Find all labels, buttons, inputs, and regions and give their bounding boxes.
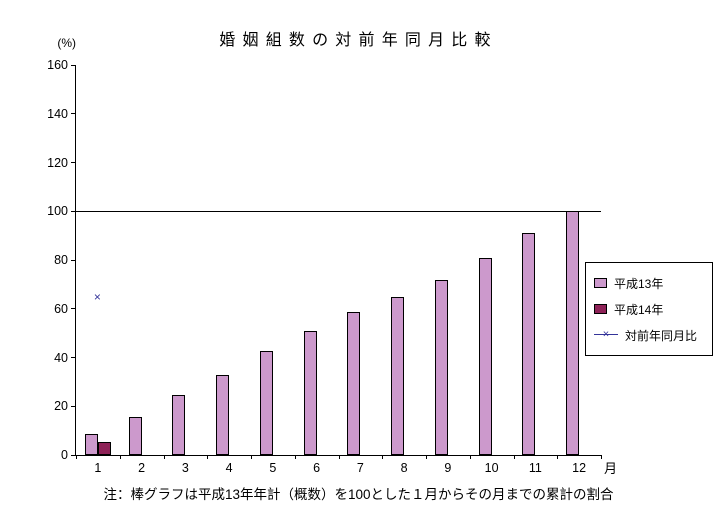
x-axis-tick [251, 455, 252, 459]
x-axis-category-label: 9 [444, 461, 452, 475]
bar-s0-m11 [522, 233, 536, 455]
plot-area: 0 20 40 60 80 100 120 140 160 1 2 3 4 5 6 7 8 9 10 11 12 × [47, 58, 602, 475]
legend-label-yoy-ratio: 対前年同月比 [625, 328, 698, 343]
x-axis-category-label: 10 [484, 461, 499, 475]
bar-s0-m3 [172, 395, 186, 455]
x-axis-tick [601, 455, 602, 459]
bar-s0-m1 [84, 434, 98, 455]
bar-s0-m8 [391, 296, 405, 455]
y-axis-tick-label: 140 [47, 106, 68, 121]
x-axis-tick [469, 455, 471, 459]
bar-s0-m7 [347, 312, 361, 455]
y-axis-tick [71, 357, 76, 358]
y-axis-tick-label: 60 [54, 301, 68, 316]
y-axis-tick-label: 120 [47, 155, 68, 170]
chart-title: 婚姻組数の対前年同月比較 [219, 32, 498, 49]
bar-s0-m4 [216, 374, 230, 455]
y-axis-tick [71, 259, 76, 261]
reference-line-100 [76, 211, 601, 213]
x-axis-tick [119, 455, 121, 459]
y-axis-tick-label: 160 [47, 58, 68, 72]
legend-swatch-heisei14 [594, 304, 607, 314]
x-axis-unit-label: 月 [604, 461, 618, 476]
y-axis-tick [71, 64, 76, 66]
x-axis-tick [338, 455, 340, 459]
x-axis-category-label: 6 [313, 461, 321, 475]
y-axis-tick [71, 210, 76, 212]
bar-s0-m6 [303, 330, 317, 455]
y-axis-tick [71, 308, 76, 310]
bar-s0-m2 [128, 417, 142, 455]
x-axis-tick [426, 455, 427, 459]
x-axis-category-label: 11 [528, 461, 542, 475]
legend-item-heisei14: 平成14年 [594, 296, 704, 322]
bar-s0-m10 [478, 257, 492, 455]
legend: 平成13年 平成14年 × 対前年同月比 [585, 262, 713, 356]
x-marker-glyph: × [602, 328, 610, 341]
y-axis-tick [71, 113, 76, 115]
y-axis-tick-label: 20 [54, 399, 68, 414]
legend-item-yoy-ratio: × 対前年同月比 [594, 322, 704, 348]
x-axis-category-label: 3 [181, 461, 189, 475]
legend-label-heisei13: 平成13年 [614, 276, 664, 291]
bar-s0-m12 [566, 211, 580, 455]
y-axis-tick-label: 0 [61, 448, 68, 462]
bar-s1-m1 [97, 441, 111, 455]
y-axis-tick-label: 40 [54, 350, 68, 365]
legend-item-heisei13: 平成13年 [594, 270, 704, 296]
bar-s0-m5 [259, 351, 273, 455]
legend-line [594, 334, 618, 335]
x-axis-tick [513, 455, 515, 459]
x-axis-category-label: 8 [400, 461, 408, 475]
chart-note: 注：棒グラフは平成13年年計（概数）を100とした１月からその月までの累計の割合 [103, 487, 614, 502]
legend-label-heisei14: 平成14年 [614, 302, 664, 317]
y-axis-tick [71, 454, 76, 456]
yoy-ratio-marker-m1: × [93, 289, 101, 304]
x-axis-category-label: 2 [138, 461, 146, 475]
bar-s0-m9 [434, 279, 448, 455]
y-axis-tick-label: 80 [54, 253, 68, 267]
x-axis-category-label: 7 [356, 461, 364, 475]
x-axis-tick [294, 455, 296, 459]
legend-swatch-heisei13 [594, 278, 607, 288]
x-axis-tick [382, 455, 384, 459]
y-axis-tick [71, 405, 76, 407]
y-axis-tick [71, 162, 76, 163]
y-axis-unit-label: (%) [57, 36, 76, 50]
x-axis-tick [207, 455, 209, 459]
line-x-marker-icon: × [594, 329, 618, 341]
x-axis-tick [76, 455, 77, 459]
x-axis-category-label: 12 [572, 461, 587, 475]
x-axis-tick [557, 455, 559, 459]
x-axis-category-label: 1 [94, 461, 102, 475]
x-axis-category-label: 4 [225, 461, 233, 475]
x-axis-category-label: 5 [269, 461, 277, 475]
x-axis-tick [163, 455, 165, 459]
y-axis-tick-label: 100 [47, 204, 68, 219]
